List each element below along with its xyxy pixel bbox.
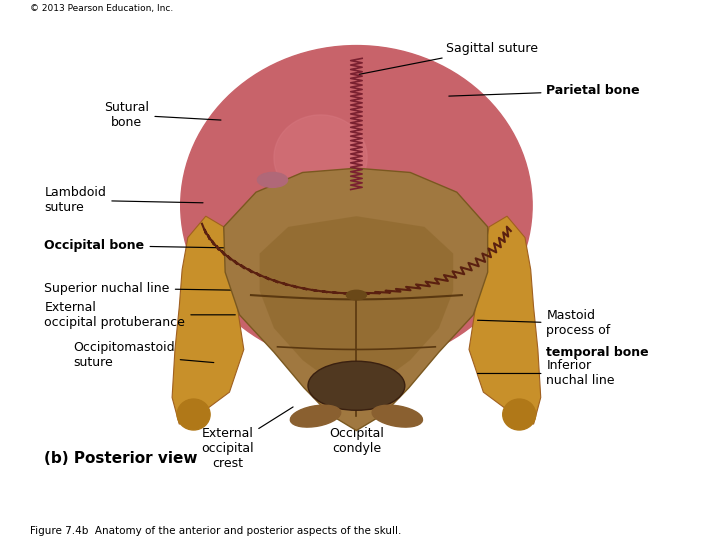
Ellipse shape	[290, 405, 341, 427]
Ellipse shape	[258, 172, 287, 187]
Ellipse shape	[360, 179, 439, 296]
Ellipse shape	[503, 399, 536, 430]
Polygon shape	[260, 216, 453, 392]
Ellipse shape	[177, 399, 210, 430]
Text: temporal bone: temporal bone	[546, 346, 649, 359]
Text: Occipital
condyle: Occipital condyle	[329, 408, 384, 455]
Text: Mastoid
process of: Mastoid process of	[477, 309, 611, 338]
Text: Occipital bone: Occipital bone	[45, 239, 243, 252]
Ellipse shape	[274, 115, 367, 200]
Ellipse shape	[181, 45, 532, 366]
Polygon shape	[172, 216, 244, 424]
Polygon shape	[469, 216, 541, 424]
Text: External
occipital
crest: External occipital crest	[201, 407, 293, 470]
Text: Inferior
nuchal line: Inferior nuchal line	[477, 360, 615, 388]
Ellipse shape	[346, 291, 366, 300]
Ellipse shape	[308, 361, 405, 410]
Text: External
occipital protuberance: External occipital protuberance	[45, 301, 235, 329]
Text: Figure 7.4b  Anatomy of the anterior and posterior aspects of the skull.: Figure 7.4b Anatomy of the anterior and …	[30, 526, 402, 537]
Text: Parietal bone: Parietal bone	[449, 84, 640, 97]
Text: Superior nuchal line: Superior nuchal line	[45, 282, 275, 295]
Text: © 2013 Pearson Education, Inc.: © 2013 Pearson Education, Inc.	[30, 3, 174, 12]
Polygon shape	[224, 168, 487, 430]
Text: Sagittal suture: Sagittal suture	[359, 42, 538, 75]
Text: (b) Posterior view: (b) Posterior view	[45, 451, 198, 466]
Text: Lambdoid
suture: Lambdoid suture	[45, 186, 203, 214]
Text: Occipitomastoid
suture: Occipitomastoid suture	[73, 341, 214, 369]
Ellipse shape	[372, 405, 423, 427]
Text: Sutural
bone: Sutural bone	[104, 101, 221, 129]
